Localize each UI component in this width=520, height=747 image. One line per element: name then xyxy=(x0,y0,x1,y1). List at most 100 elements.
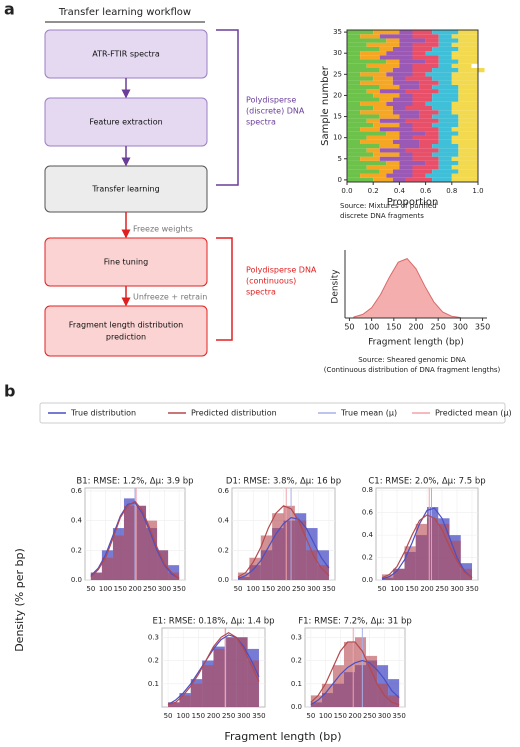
x-tick-label: 100 xyxy=(247,585,260,593)
y-tick-label: 35 xyxy=(333,28,342,36)
bar-segment xyxy=(438,135,452,140)
bar-segment xyxy=(360,72,387,77)
node-label: Transfer learning xyxy=(91,185,159,194)
bar-segment xyxy=(405,76,433,81)
bar-segment xyxy=(379,97,393,102)
histogram-bar xyxy=(272,513,284,580)
bar-segment xyxy=(458,38,478,43)
bar-segment xyxy=(438,42,452,47)
y-tick-label: 0.4 xyxy=(71,517,83,525)
histogram-bar xyxy=(112,535,124,580)
y-tick-label: 25 xyxy=(333,70,342,78)
y-tick-label: 0 xyxy=(338,176,342,184)
bar-segment xyxy=(399,93,413,98)
bar-segment xyxy=(347,144,380,149)
group-label: spectra xyxy=(246,118,276,127)
bar-segment xyxy=(347,38,387,43)
fit-line xyxy=(381,507,473,580)
bar-segment xyxy=(366,63,400,68)
y-tick-label: 0.0 xyxy=(291,703,302,711)
bar-segment xyxy=(425,72,452,77)
bar-segment xyxy=(399,30,413,35)
bar-segment xyxy=(412,165,439,170)
x-tick-label: 50 xyxy=(306,712,315,720)
bar-segment xyxy=(347,160,387,166)
histogram-bar xyxy=(179,695,191,707)
bar-segment xyxy=(347,169,380,174)
bar-segment xyxy=(451,139,478,144)
y-tick-label: 0.1 xyxy=(148,680,159,688)
bar-segment xyxy=(379,144,400,149)
y-tick-label: 5 xyxy=(338,155,342,163)
bar-segment xyxy=(347,165,367,170)
bar-segment xyxy=(451,110,478,115)
histogram-bar xyxy=(306,550,318,580)
bar-segment xyxy=(405,148,439,153)
bar-segment xyxy=(458,152,478,157)
node: Fine tuning xyxy=(44,237,208,287)
bar-segment xyxy=(379,84,400,90)
group-label: (discrete) DNA xyxy=(246,107,305,116)
bar-segment xyxy=(373,106,393,111)
legend-label: Predicted distribution xyxy=(191,409,277,418)
bar-segment xyxy=(347,173,361,178)
plot-frame xyxy=(346,29,479,183)
source-note: (Continuous distribution of DNA fragment… xyxy=(324,366,501,374)
bar-segment xyxy=(405,89,439,94)
bar-segment xyxy=(366,89,380,94)
bar-segment xyxy=(360,34,380,39)
bar-segment xyxy=(399,135,413,140)
bar-segment xyxy=(425,101,452,106)
bar-segment xyxy=(412,127,439,132)
histogram-bar xyxy=(438,523,450,580)
x-tick-label: 200 xyxy=(408,323,423,332)
bar-segment xyxy=(412,97,433,102)
x-axis-label: Fragment length (bp) xyxy=(224,730,341,743)
bar-segment xyxy=(399,160,426,166)
bar-segment xyxy=(386,131,400,136)
bar-segment xyxy=(412,72,426,77)
x-tick-label: 150 xyxy=(114,585,127,593)
bar-segment xyxy=(458,93,478,98)
subplot-title: C1: RMSE: 2.0%, Δμ: 7.5 bp xyxy=(368,477,485,487)
node-box xyxy=(44,305,208,357)
bar-segment xyxy=(412,135,439,140)
node-label: prediction xyxy=(106,333,146,342)
source-note: discrete DNA fragments xyxy=(340,212,424,220)
histogram-bar xyxy=(332,665,344,707)
x-tick-label: 0.4 xyxy=(394,187,406,195)
fit-line xyxy=(90,502,180,580)
fit-line xyxy=(90,500,180,579)
y-tick-label: 0.2 xyxy=(218,546,229,554)
bar-segment xyxy=(347,76,374,81)
bar-segment xyxy=(412,152,433,157)
x-tick-label: 300 xyxy=(453,323,468,332)
source-note: Source: Sheared genomic DNA xyxy=(358,356,466,364)
histogram-bar xyxy=(283,505,295,580)
bar-segment xyxy=(451,173,478,178)
bar-segment xyxy=(412,169,433,174)
bar-segment xyxy=(347,93,374,98)
subplot-title: D1: RMSE: 3.8%, Δμ: 16 bp xyxy=(226,477,341,487)
x-tick-label: 0.2 xyxy=(368,187,379,195)
bar-segment xyxy=(451,156,478,161)
node-label: ATR-FTIR spectra xyxy=(92,50,160,59)
bar-segment xyxy=(379,169,393,174)
bar-segment xyxy=(451,135,478,140)
bar-segment xyxy=(360,101,387,106)
x-tick-label: 0.0 xyxy=(341,187,352,195)
x-tick-label: 50 xyxy=(234,585,243,593)
bar-segment xyxy=(347,89,367,94)
y-tick-label: 30 xyxy=(333,49,342,57)
bar-segment xyxy=(438,127,452,132)
edge-label: Unfreeze + retrain xyxy=(133,293,207,302)
histogram-bar xyxy=(377,683,389,707)
bar-segment xyxy=(399,122,413,128)
y-axis-label: Density (% per bp) xyxy=(13,548,26,652)
bar-segment xyxy=(347,30,374,35)
group-label: spectra xyxy=(246,288,276,297)
bar-segment xyxy=(432,30,459,35)
bar-segment xyxy=(425,160,439,166)
x-tick-label: 250 xyxy=(222,712,235,720)
bar-segment xyxy=(425,51,452,56)
